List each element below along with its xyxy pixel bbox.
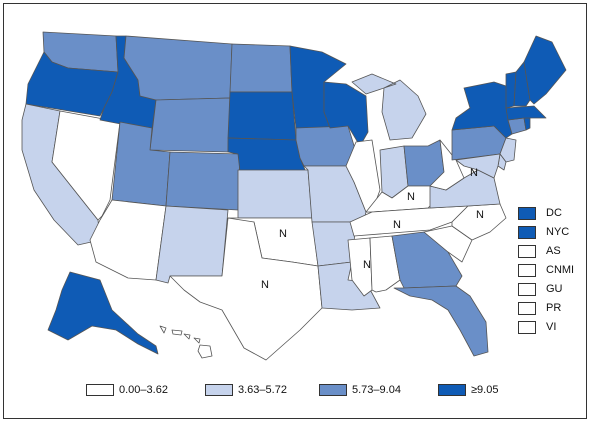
no-data-label: N (476, 209, 484, 221)
no-data-label: N (279, 228, 287, 240)
state-nd (229, 43, 293, 93)
no-data-label: N (261, 279, 269, 291)
state-ms (347, 237, 373, 297)
territory-cnmi: CNMI (518, 263, 592, 283)
territory-pr: PR (518, 301, 592, 321)
territory-as: AS (518, 244, 592, 264)
state-vt (505, 71, 517, 109)
state-nh (513, 61, 531, 107)
state-ak (47, 271, 159, 355)
state-tx (169, 217, 323, 361)
legend-item-1: 0.00–3.62 (86, 383, 186, 399)
state-sd (227, 91, 297, 141)
no-data-label: N (393, 219, 401, 231)
state-ne (227, 137, 307, 173)
territory-dc: DC (518, 206, 592, 226)
no-data-label: N (470, 167, 478, 179)
state-wy (149, 97, 231, 153)
no-data-label: N (407, 191, 415, 203)
state-sc (423, 225, 473, 263)
no-data-label: N (363, 259, 371, 271)
legend-item-3: 5.73–9.04 (319, 383, 419, 399)
state-nm (155, 205, 229, 284)
territory-vi: VI (518, 320, 592, 340)
state-mi (351, 73, 427, 141)
state-ma (505, 105, 547, 121)
territory-nyc: NYC (518, 225, 592, 245)
state-ia (295, 125, 357, 167)
territory-gu: GU (518, 282, 592, 302)
state-hi (159, 325, 213, 359)
legend-item-2: 3.63–5.72 (205, 383, 305, 399)
state-nj (499, 137, 517, 163)
state-ks (237, 169, 313, 219)
state-md (455, 153, 501, 179)
state-co (165, 151, 241, 211)
state-fl (393, 285, 489, 357)
legend-item-4: ≥9.05 (438, 383, 518, 399)
state-wv (429, 139, 465, 191)
state-me (523, 35, 567, 105)
state-mt (123, 35, 233, 101)
